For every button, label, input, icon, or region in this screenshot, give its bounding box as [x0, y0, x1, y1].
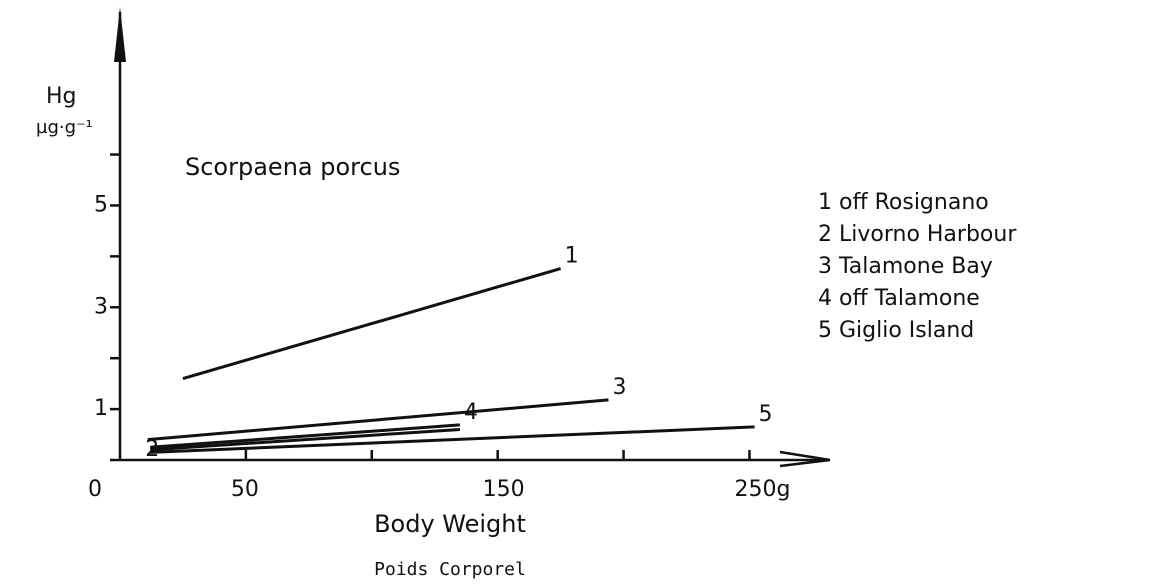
legend-entry: 3 Talamone Bay: [818, 254, 993, 279]
x-axis-arrow: [779, 450, 831, 468]
x-tick-label: 250g: [734, 477, 790, 502]
y-tick-label: 1: [94, 396, 108, 421]
y-tick-label: 5: [94, 192, 108, 217]
x-axis-label: Body Weight: [374, 510, 526, 538]
legend-entry: 2 Livorno Harbour: [818, 222, 1017, 247]
y-tick-label: 3: [94, 294, 108, 319]
line-label: 3: [612, 375, 626, 400]
line-label: 1: [565, 244, 579, 269]
legend-entry: 5 Giglio Island: [818, 318, 974, 343]
series-line: [150, 423, 461, 449]
x-tick-label: 50: [231, 477, 259, 502]
chart-title: Scorpaena porcus: [185, 153, 400, 181]
y-axis-unit: µg·g⁻¹: [36, 117, 93, 138]
x-tick-label: 0: [88, 477, 102, 502]
x-axis-label-secondary: Poids Corporel: [374, 559, 526, 580]
y-axis-arrow: [114, 7, 126, 62]
series-line: [147, 398, 609, 442]
legend-entry: 1 off Rosignano: [818, 190, 989, 215]
series-line: [150, 427, 461, 452]
line-label: 4: [464, 400, 478, 425]
y-axis-label: Hg: [46, 84, 77, 109]
legend-entry: 4 off Talamone: [818, 286, 980, 311]
line-label: 5: [759, 402, 773, 427]
x-tick-label: 150: [483, 477, 525, 502]
line-label: 2: [145, 437, 159, 462]
series-line: [182, 267, 562, 380]
series-line: [150, 425, 755, 454]
